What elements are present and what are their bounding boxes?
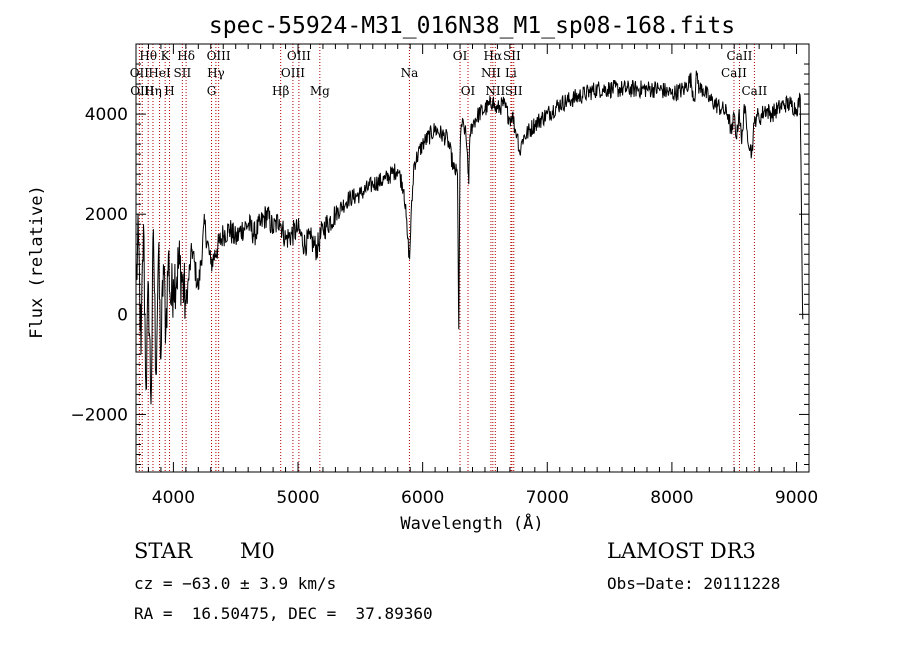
line-label-9: G <box>207 84 217 98</box>
line-label-13: OIII <box>287 49 311 63</box>
flux-series-line <box>135 70 804 405</box>
x-tick-label-2: 6000 <box>401 488 444 508</box>
line-label-18: OI <box>461 84 476 98</box>
line-label-11: Hγ <box>207 66 225 80</box>
x-axis-label: Wavelength (Å) <box>400 512 543 534</box>
y-tick-label-0: −2000 <box>70 405 128 425</box>
line-label-14: OIII <box>281 66 305 80</box>
line-label-4: HeI <box>148 66 171 80</box>
line-label-16: Na <box>401 66 419 80</box>
line-label-8: Hδ <box>177 49 195 63</box>
x-tick-label-5: 9000 <box>775 488 818 508</box>
survey-name: LAMOST DR3 <box>607 539 756 563</box>
ra-dec-coordinates: RA = 16.50475, DEC = 37.89360 <box>134 604 433 623</box>
line-label-10: OIII <box>207 49 231 63</box>
line-label-25: CaII <box>727 49 753 63</box>
line-label-1: OII <box>130 66 150 80</box>
x-axis-ticks: 4000 5000 6000 7000 8000 9000 <box>147 44 818 508</box>
spectral-subclass: M0 <box>240 539 275 563</box>
x-tick-label-0: 4000 <box>152 488 195 508</box>
line-label-7: SII <box>174 66 192 80</box>
x-tick-label-1: 5000 <box>276 488 319 508</box>
y-tick-label-1: 0 <box>117 305 128 325</box>
redshift-cz: cz = −63.0 ± 3.9 km/s <box>134 574 337 593</box>
chart-title: spec-55924-M31_016N38_M1_sp08-168.fits <box>209 13 735 39</box>
line-label-12: Hβ <box>272 84 289 98</box>
observation-date: Obs−Date: 20111228 <box>607 574 781 593</box>
line-label-20: NII <box>481 66 501 80</box>
line-label-0: Hθ <box>139 49 157 63</box>
plot-frame <box>135 43 810 473</box>
x-tick-label-4: 8000 <box>650 488 693 508</box>
line-label-23: Li <box>505 66 517 80</box>
spectrum-chart: spec-55924-M31_016N38_M1_sp08-168.fits H… <box>27 13 818 534</box>
line-label-21: NII <box>485 84 505 98</box>
x-tick-label-3: 7000 <box>526 488 569 508</box>
y-axis-label: Flux (relative) <box>27 185 47 339</box>
line-label-5: K <box>161 49 171 63</box>
line-label-15: Mg <box>310 84 330 98</box>
emission-line-markers <box>138 44 755 472</box>
line-label-3: Hη <box>144 84 162 98</box>
spectral-class: STAR <box>134 539 193 563</box>
line-label-19: Hα <box>484 49 503 63</box>
line-label-17: OI <box>453 49 468 63</box>
y-tick-label-3: 4000 <box>85 105 128 125</box>
line-label-26: CaII <box>721 66 747 80</box>
line-label-6: H <box>164 84 174 98</box>
line-label-24: SII <box>505 84 523 98</box>
line-label-22: SII <box>503 49 521 63</box>
y-tick-label-2: 2000 <box>85 205 128 225</box>
line-label-27: CaII <box>741 84 767 98</box>
y-axis-ticks: −2000 0 2000 4000 <box>70 63 809 465</box>
